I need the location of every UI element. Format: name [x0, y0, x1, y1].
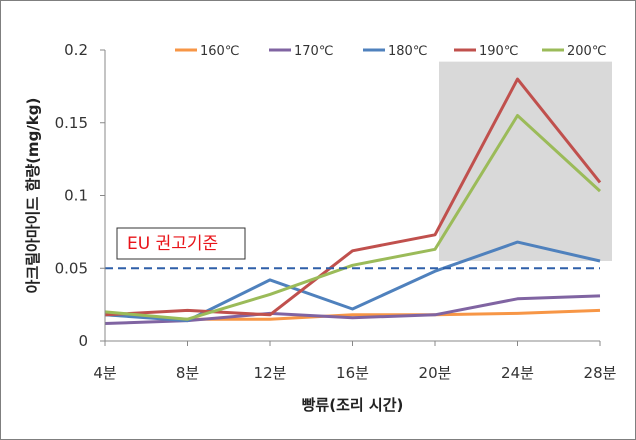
x-tick-labels: 4분 8분 12분 16분 20분 24분 28분: [93, 364, 616, 382]
legend: 160℃ 170℃ 180℃ 190℃ 200℃: [175, 44, 606, 59]
y-tick-label: 0: [78, 332, 88, 350]
legend-label: 170℃: [294, 44, 333, 59]
x-axis-title: 빵류(조리 시간): [302, 396, 404, 414]
x-tick-label: 16분: [336, 364, 369, 382]
y-tick-label: 0.05: [55, 259, 88, 277]
y-tick-labels: 0 0.05 0.1 0.15 0.2: [55, 41, 88, 350]
x-tick-label: 24분: [501, 364, 534, 382]
x-tick-label: 28분: [584, 364, 617, 382]
legend-label: 160℃: [200, 44, 239, 59]
x-tick-label: 4분: [93, 364, 117, 382]
series-line: [104, 114, 602, 321]
y-tick-label: 0.15: [55, 114, 88, 132]
y-tick-label: 0.2: [64, 41, 88, 59]
x-tick-label: 20분: [419, 364, 452, 382]
axes: [100, 49, 601, 346]
eu-reference-box: [116, 227, 246, 260]
eu-reference-label: EU 권고기준: [127, 234, 218, 254]
legend-label: 200℃: [567, 44, 606, 59]
y-tick-label: 0.1: [64, 187, 88, 205]
x-tick-label: 8분: [176, 364, 200, 382]
legend-label: 180℃: [388, 44, 427, 59]
series-layer: [104, 77, 602, 325]
series-line: [104, 77, 602, 317]
y-axis-title: 아크릴아마이드 함량(mg/kg): [24, 98, 42, 294]
highlight-region: [439, 61, 612, 261]
x-tick-label: 12분: [254, 364, 287, 382]
legend-label: 190℃: [479, 44, 518, 59]
